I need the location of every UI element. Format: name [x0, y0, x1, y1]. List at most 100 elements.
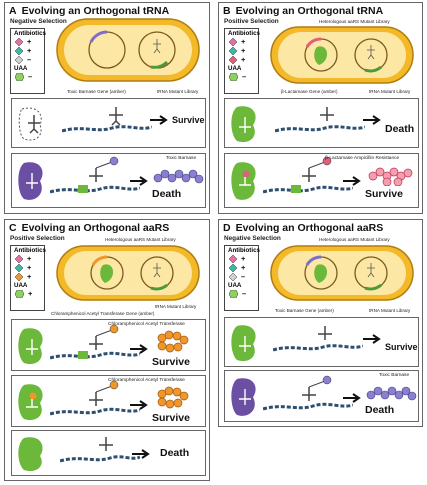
protein-cluster-icon: [154, 386, 198, 412]
uaa-title: UAA: [225, 64, 258, 72]
selection-row-1: Death: [224, 98, 419, 148]
uaa-title: UAA: [11, 281, 44, 289]
arrow-icon: [363, 334, 383, 344]
panel-title: Evolving an Orthogonal tRNA: [236, 5, 384, 17]
trna-icon: [24, 113, 44, 137]
trna-with-uaa-icon: [295, 375, 335, 405]
purple-synthetase-icon: [229, 375, 259, 419]
legend-sign: –: [28, 73, 32, 81]
green-synthetase-icon: [229, 159, 259, 203]
arrow-icon: [132, 449, 152, 459]
panel-b: B Evolving an Orthogonal tRNA Positive Se…: [218, 2, 423, 214]
antibiotics-legend: Antibiotics + + + UAA –: [224, 28, 259, 94]
gene-label: Toxic Barnase Gene (amber): [67, 89, 126, 94]
panel-letter: A: [9, 5, 17, 17]
teal-diamond-icon: [229, 264, 237, 272]
ecoli-cell: [55, 17, 205, 85]
product-label: Chloramphenicol Acetyl Transferase: [108, 378, 185, 383]
top-library-label: Heterologous aaRS Mutant Library: [105, 237, 176, 242]
panel-letter: B: [223, 5, 231, 17]
arrow-icon: [130, 400, 150, 410]
product-label: Toxic Barnase: [379, 373, 409, 378]
trna-icon: [94, 435, 118, 457]
panel-title: Evolving an Orthogonal aaRS: [22, 222, 170, 234]
legend-sign: +: [241, 56, 245, 64]
selection-row-2: Toxic Barnase Death: [224, 370, 419, 422]
teal-diamond-icon: [15, 264, 23, 272]
green-synthetase-icon: [229, 103, 259, 145]
outcome-label: Survive: [385, 342, 418, 352]
trna-with-uaa-icon: [82, 324, 122, 354]
library-label: tRNA Mutant Library: [155, 304, 196, 309]
arrow-icon: [363, 115, 383, 125]
pink-diamond-icon: [15, 38, 23, 46]
outcome-label: Death: [385, 123, 414, 135]
panel-letter: D: [223, 222, 231, 234]
ribosome-trna-icon: [104, 105, 128, 127]
legend-title: Antibiotics: [11, 246, 44, 254]
product-label: Toxic Barnase: [166, 156, 196, 161]
pink-diamond-icon: [229, 255, 237, 263]
gene-label: Toxic Barnase Gene (amber): [275, 308, 334, 313]
arrow-icon: [150, 115, 170, 125]
antibiotics-legend: Antibiotics + + – UAA –: [224, 245, 259, 311]
green-hexagon-icon: [229, 73, 238, 81]
panel-subtitle: Positive Selection: [10, 235, 65, 242]
outcome-label: Survive: [365, 188, 403, 200]
trna-with-uaa-icon: [82, 380, 122, 410]
trna-with-uaa-icon: [82, 156, 122, 186]
library-label: tRNA Mutant Library: [157, 89, 198, 94]
selection-row-2: Toxic Barnase Death: [11, 153, 206, 208]
selection-row-1: Chloramphenicol Acetyl Transferase Survi…: [11, 319, 206, 371]
protein-chain-icon: [152, 164, 204, 186]
purple-synthetase-icon: [16, 159, 46, 203]
legend-sign: +: [241, 264, 245, 272]
red-diamond-icon: [229, 56, 237, 64]
panel-a: A Evolving an Orthogonal tRNA Negative Se…: [4, 2, 210, 214]
protein-cluster-icon: [365, 164, 417, 186]
orange-diamond-icon: [15, 273, 23, 281]
arrow-icon: [130, 176, 150, 186]
legend-sign: +: [28, 290, 32, 298]
protein-chain-icon: [365, 381, 417, 403]
product-label: Chloramphenicol Acetyl Transferase: [108, 322, 185, 327]
outcome-label: Survive: [152, 412, 190, 424]
selection-row-2: Chloramphenicol Acetyl Transferase Survi…: [11, 375, 206, 427]
green-synthetase-icon: [16, 381, 46, 423]
green-hexagon-icon: [15, 290, 24, 298]
pink-diamond-icon: [229, 38, 237, 46]
legend-sign: –: [241, 273, 245, 281]
legend-sign: +: [27, 38, 31, 46]
panel-title: Evolving an Orthogonal aaRS: [236, 222, 384, 234]
legend-sign: +: [27, 273, 31, 281]
legend-sign: –: [242, 73, 246, 81]
legend-sign: –: [242, 290, 246, 298]
selection-row-1: Survive: [224, 317, 419, 367]
selection-row-2: β-Lactamase Ampicillin Resistance Surviv…: [224, 153, 419, 208]
ecoli-cell: [269, 244, 419, 304]
top-library-label: Heterologous aaRS Mutant Library: [319, 19, 390, 24]
green-hexagon-icon: [229, 290, 238, 298]
gene-label: β-Lactamase Gene (amber): [281, 89, 338, 94]
panel-subtitle: Positive Selection: [224, 18, 279, 25]
panel-letter: C: [9, 222, 17, 234]
ecoli-cell: [55, 244, 205, 304]
library-label: tRNA Mutant Library: [369, 89, 410, 94]
panel-subtitle: Negative Selection: [224, 235, 281, 242]
library-label: tRNA Mutant Library: [369, 308, 410, 313]
panel-d: D Evolving an Orthogonal aaRS Negative Se…: [218, 219, 423, 427]
product-label: β-Lactamase Ampicillin Resistance: [325, 156, 399, 161]
gene-label: Chloramphenicol Acetyl Transferase Gene …: [51, 311, 154, 316]
legend-sign: +: [241, 38, 245, 46]
ecoli-cell: [269, 25, 419, 87]
legend-sign: +: [27, 47, 31, 55]
antibiotics-legend: Antibiotics + + – UAA –: [10, 28, 45, 94]
selection-row-1: Survive: [11, 98, 206, 148]
trna-icon: [315, 105, 339, 127]
green-synthetase-icon: [16, 434, 46, 474]
gray-diamond-icon: [229, 273, 237, 281]
green-synthetase-icon: [16, 325, 46, 367]
outcome-label: Survive: [172, 115, 205, 125]
arrow-icon: [343, 393, 363, 403]
arrow-icon: [343, 176, 363, 186]
